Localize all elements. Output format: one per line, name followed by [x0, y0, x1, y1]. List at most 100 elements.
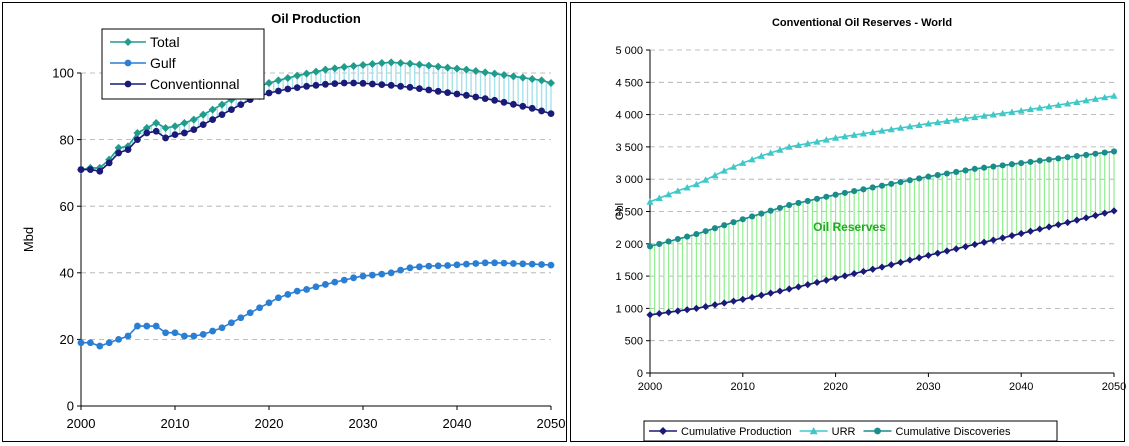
production-point-conventionnal	[425, 86, 433, 94]
production-point-total	[500, 70, 508, 79]
reserves-point-cumulative-production	[1064, 218, 1072, 227]
reserves-point-urr	[1091, 95, 1100, 102]
production-point-gulf	[96, 342, 104, 350]
reserves-legend-box	[643, 420, 1058, 442]
reserves-point-urr	[692, 180, 700, 188]
reserves-point-urr	[915, 121, 923, 128]
production-point-conventionnal	[115, 149, 122, 157]
reserves-title: Conventional Oil Reserves - World	[772, 17, 952, 29]
production-point-gulf	[481, 259, 489, 267]
reserves-point-cumulative-discoveries	[990, 163, 997, 170]
reserves-y-tick-label: 3 500	[615, 142, 643, 154]
production-point-total	[152, 118, 161, 127]
production-point-total	[312, 67, 320, 76]
production-point-conventionnal	[152, 127, 160, 135]
production-point-gulf	[181, 332, 188, 340]
reserves-y-tick-label: 2 000	[615, 239, 643, 251]
production-point-total	[171, 122, 179, 131]
reserves-legend-marker-urr	[809, 427, 818, 435]
reserves-point-urr	[813, 138, 821, 145]
production-point-total	[424, 61, 433, 70]
production-point-gulf	[143, 322, 151, 330]
production-point-gulf	[416, 263, 423, 271]
reserves-legend: Cumulative Production URR Cumulative Disco…	[643, 420, 1058, 442]
reserves-point-cumulative-discoveries	[897, 178, 904, 186]
reserves-point-urr	[683, 183, 691, 191]
production-point-gulf	[293, 287, 301, 295]
production-point-conventionnal	[284, 85, 292, 93]
production-point-conventionnal	[171, 131, 179, 139]
production-y-tick-label: 60	[60, 199, 74, 214]
reserves-point-urr	[1008, 108, 1016, 115]
production-x-tick-label: 2020	[255, 416, 284, 431]
production-point-conventionnal	[218, 111, 226, 119]
reserves-point-urr	[1073, 98, 1081, 105]
reserves-point-cumulative-discoveries	[971, 165, 978, 172]
production-point-conventionnal	[444, 89, 451, 97]
production-point-total	[133, 128, 142, 137]
production-point-conventionnal	[350, 79, 357, 87]
production-point-conventionnal	[519, 102, 527, 110]
reserves-x-tick-label: 2050	[1102, 381, 1126, 393]
production-point-conventionnal	[237, 101, 245, 109]
production-point-total	[453, 64, 461, 73]
reserves-point-urr	[794, 141, 803, 149]
production-point-total	[396, 59, 405, 68]
reserves-point-urr	[832, 134, 840, 141]
production-point-conventionnal	[331, 80, 339, 88]
production-point-conventionnal	[96, 167, 104, 175]
reserves-point-cumulative-production	[692, 304, 700, 312]
reserves-point-cumulative-discoveries	[665, 238, 672, 245]
production-point-gulf	[425, 262, 433, 270]
reserves-point-cumulative-production	[776, 287, 784, 295]
production-point-gulf	[209, 327, 217, 335]
reserves-fill-between	[649, 151, 1115, 315]
reserves-point-cumulative-discoveries	[786, 201, 793, 209]
reserves-point-urr	[1110, 92, 1118, 99]
production-point-total	[434, 62, 443, 71]
production-point-conventionnal	[322, 80, 329, 88]
production-point-total	[537, 76, 546, 85]
reserves-point-cumulative-discoveries	[693, 231, 700, 238]
reserves-point-cumulative-discoveries	[1008, 161, 1015, 168]
production-point-total	[161, 123, 170, 132]
reserves-series-urr	[646, 92, 1118, 205]
reserves-point-urr	[748, 155, 756, 163]
production-point-gulf	[246, 309, 254, 317]
reserves-point-cumulative-production	[915, 254, 923, 262]
production-point-conventionnal	[538, 107, 545, 115]
reserves-point-cumulative-production	[896, 258, 905, 267]
reserves-y-tick-label: 4 500	[615, 77, 643, 89]
reserves-point-cumulative-production	[832, 274, 840, 282]
production-point-conventionnal	[387, 81, 395, 89]
reserves-point-cumulative-production	[664, 308, 673, 316]
reserves-point-urr	[896, 124, 905, 131]
production-point-conventionnal	[293, 84, 301, 92]
production-legend-label-total: Total	[150, 34, 180, 50]
production-point-gulf	[275, 294, 282, 302]
reserves-point-cumulative-production	[785, 285, 793, 293]
production-point-gulf	[369, 271, 376, 279]
production-point-conventionnal	[547, 110, 555, 118]
reserves-point-urr	[924, 120, 932, 127]
production-point-total	[406, 59, 414, 68]
reserves-point-urr	[757, 152, 765, 159]
reserves-point-cumulative-discoveries	[656, 240, 663, 247]
reserves-point-cumulative-discoveries	[906, 177, 913, 184]
reserves-point-urr	[1036, 104, 1044, 111]
reserves-point-cumulative-discoveries	[702, 228, 709, 235]
reserves-x-tick-label: 2010	[731, 381, 755, 393]
reserves-point-cumulative-discoveries	[1073, 153, 1080, 160]
reserves-point-cumulative-production	[1082, 214, 1090, 222]
reserves-legend-label-urr: URR	[832, 426, 856, 438]
oil-reserves-chart: Conventional Oil Reserves - World 0 500 1 0…	[614, 17, 1126, 442]
reserves-point-cumulative-production	[887, 261, 895, 269]
reserves-point-cumulative-discoveries	[813, 195, 821, 202]
production-point-conventionnal	[340, 79, 348, 87]
reserves-point-urr	[711, 171, 719, 179]
production-point-conventionnal	[190, 126, 198, 134]
production-point-gulf	[547, 261, 555, 269]
reserves-point-cumulative-discoveries	[1045, 156, 1053, 163]
production-point-gulf	[124, 332, 132, 340]
production-point-conventionnal	[105, 159, 113, 167]
